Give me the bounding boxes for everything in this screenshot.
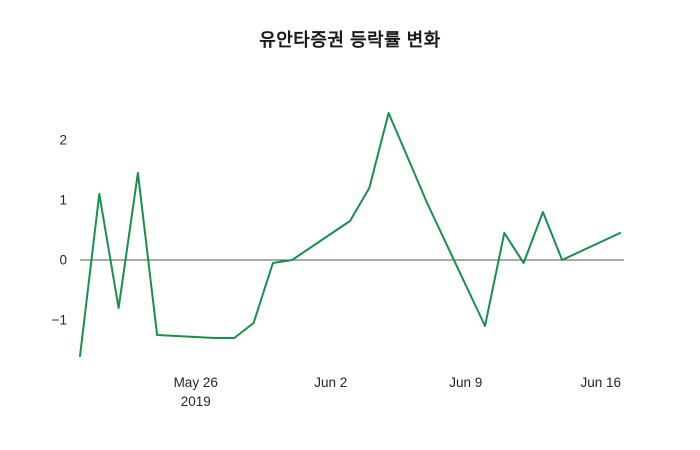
x-tick-label: Jun 9 — [449, 375, 482, 390]
y-tick-label: 0 — [59, 253, 67, 268]
x-tick-label: Jun 16 — [580, 375, 621, 390]
y-tick-label: 2 — [59, 133, 67, 148]
y-tick-label: 1 — [59, 193, 67, 208]
x-tick-label: May 26 — [174, 375, 218, 390]
price-change-line — [79, 112, 621, 357]
chart-title: 유안타증권 등락률 변화 — [259, 30, 441, 50]
x-tick-label: Jun 2 — [314, 375, 347, 390]
y-tick-label: −1 — [52, 313, 67, 328]
x-tick-year-label: 2019 — [181, 394, 211, 409]
